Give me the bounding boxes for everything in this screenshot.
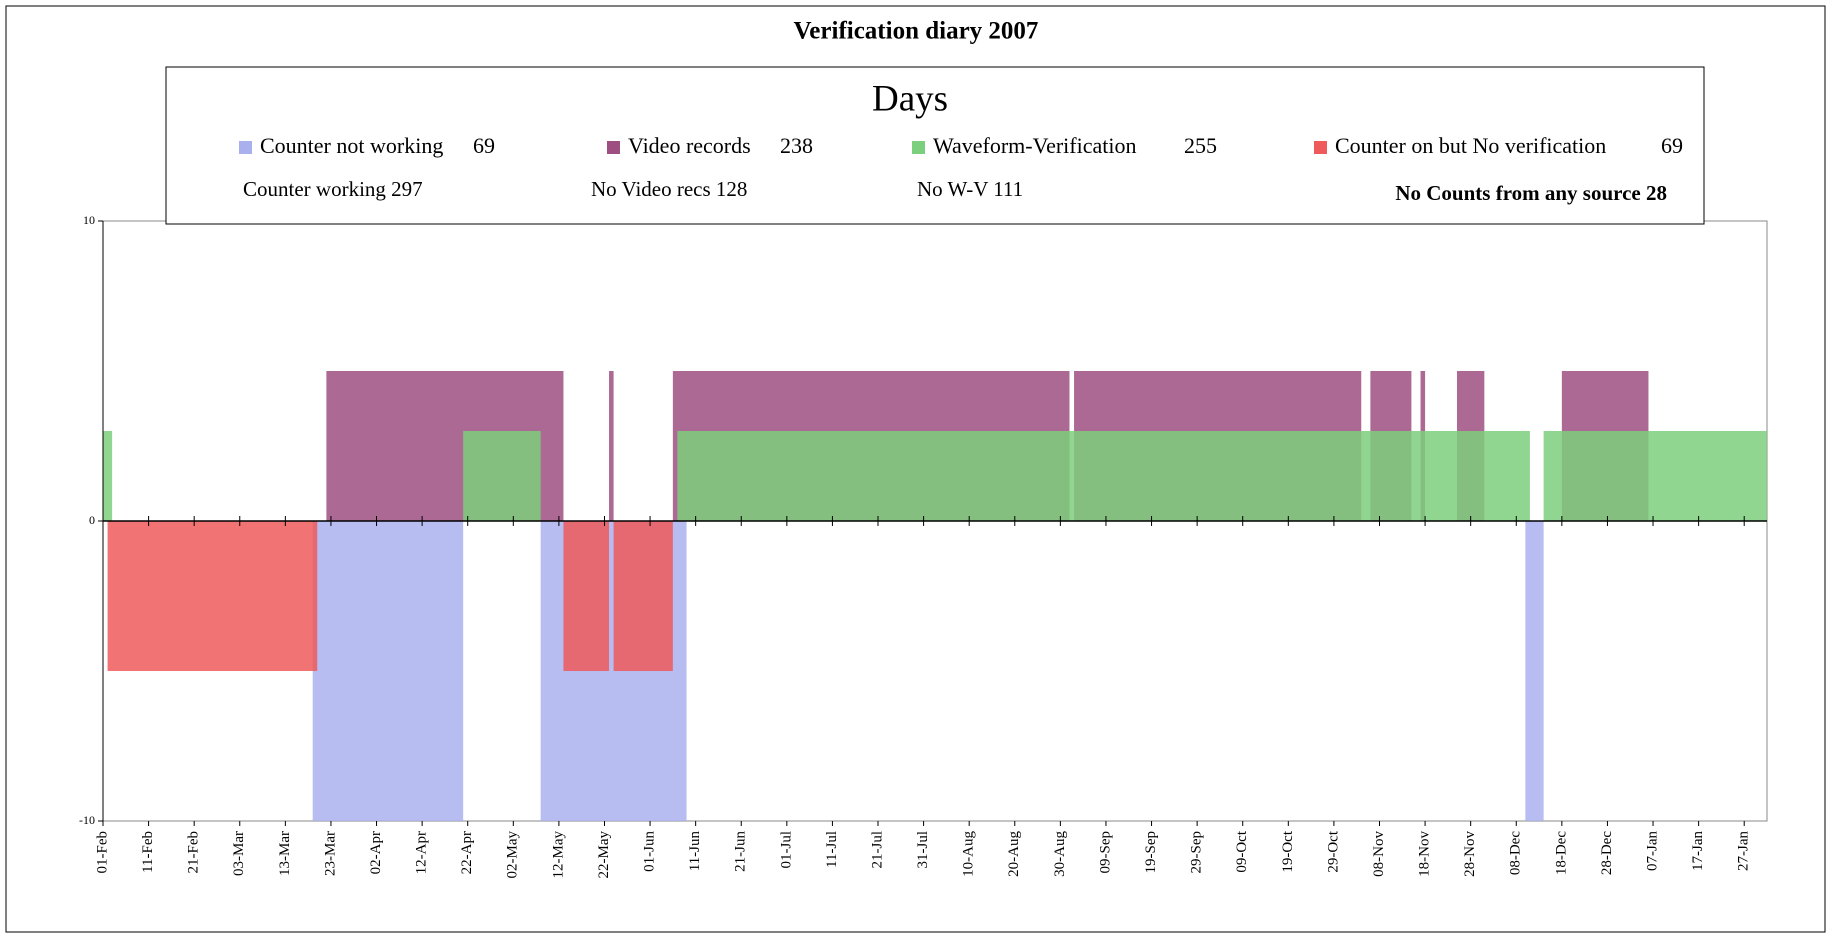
span-bar: [107, 521, 318, 671]
legend-note: Counter working 297: [243, 177, 423, 201]
span-bar: [463, 431, 541, 521]
legend-label: Counter on but No verification: [1335, 133, 1606, 158]
x-tick-label: 21-Feb: [186, 831, 202, 874]
legend-note: No Counts from any source 28: [1395, 181, 1667, 205]
span-bar: [563, 521, 610, 671]
x-tick-label: 12-Apr: [414, 831, 430, 874]
x-tick-label: 09-Oct: [1234, 830, 1250, 872]
legend-count: 255: [1184, 133, 1217, 158]
x-tick-label: 29-Sep: [1189, 831, 1205, 874]
legend-box: [165, 66, 1705, 225]
x-tick-label: 12-May: [550, 831, 566, 879]
x-tick-label: 07-Jan: [1644, 831, 1660, 871]
span-bar: [1525, 521, 1544, 821]
x-tick-label: 08-Nov: [1371, 831, 1387, 877]
y-tick-label: 0: [89, 513, 95, 527]
x-tick-label: 19-Oct: [1280, 830, 1296, 872]
legend-count: 69: [473, 133, 495, 158]
x-tick-label: 22-Apr: [459, 831, 475, 874]
span-bar: [103, 431, 113, 521]
legend-note: No W-V 111: [917, 177, 1023, 201]
x-tick-label: 27-Jan: [1736, 831, 1752, 871]
legend-note: No Video recs 128: [591, 177, 747, 201]
legend-swatch: [239, 141, 252, 154]
x-tick-label: 28-Dec: [1599, 831, 1615, 875]
x-tick-label: 17-Jan: [1690, 831, 1706, 871]
legend-swatch: [1314, 141, 1327, 154]
x-tick-label: 18-Dec: [1553, 831, 1569, 875]
x-tick-label: 09-Sep: [1097, 831, 1113, 874]
legend-title: Days: [872, 78, 948, 119]
legend-swatch: [607, 141, 620, 154]
legend-swatch: [912, 141, 925, 154]
x-tick-label: 19-Sep: [1143, 831, 1159, 874]
span-bar: [312, 521, 464, 821]
x-tick-label: 11-Jul: [824, 831, 840, 868]
x-tick-label: 28-Nov: [1462, 831, 1478, 877]
x-tick-label: 21-Jul: [869, 831, 885, 869]
x-tick-label: 02-Apr: [368, 831, 384, 874]
x-tick-label: 01-Jul: [778, 831, 794, 869]
x-tick-label: 10-Aug: [961, 831, 977, 877]
legend-label: Waveform-Verification: [933, 133, 1136, 158]
x-tick-label: 31-Jul: [915, 831, 931, 869]
x-tick-label: 30-Aug: [1052, 831, 1068, 877]
y-tick-label: -10: [79, 813, 95, 827]
x-tick-label: 02-May: [505, 831, 521, 879]
x-tick-label: 21-Jun: [733, 831, 749, 872]
span-bar: [609, 371, 614, 521]
legend-count: 238: [780, 133, 813, 158]
legend-label: Counter not working: [260, 133, 443, 158]
x-tick-label: 11-Jun: [687, 831, 703, 872]
x-tick-label: 11-Feb: [140, 831, 156, 873]
x-tick-label: 29-Oct: [1325, 830, 1341, 872]
x-tick-label: 01-Jun: [642, 831, 658, 872]
y-tick-label: 10: [83, 213, 95, 227]
x-tick-label: 23-Mar: [322, 831, 338, 876]
span-bar: [1543, 431, 1767, 521]
x-tick-label: 13-Mar: [277, 831, 293, 876]
span-bar: [613, 521, 673, 671]
chart-title: Verification diary 2007: [794, 18, 1039, 45]
x-tick-label: 22-May: [596, 831, 612, 879]
x-tick-label: 01-Feb: [94, 831, 110, 874]
x-tick-label: 08-Dec: [1508, 831, 1524, 875]
legend-count: 69: [1661, 133, 1683, 158]
x-tick-label: 20-Aug: [1006, 831, 1022, 877]
x-tick-label: 03-Mar: [231, 831, 247, 876]
span-bar: [677, 431, 1530, 521]
legend-label: Video records: [628, 133, 751, 158]
x-tick-label: 18-Nov: [1417, 831, 1433, 877]
